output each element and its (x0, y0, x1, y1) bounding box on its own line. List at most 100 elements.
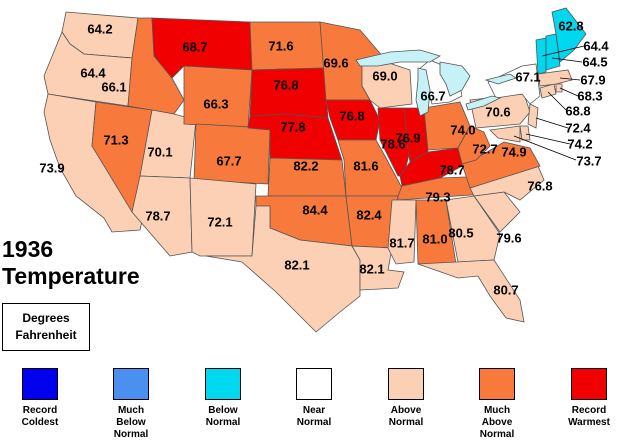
value-label-or: 64.4 (80, 65, 106, 80)
value-label-tn: 79.3 (425, 189, 450, 204)
legend-label-line: Normal (113, 429, 149, 440)
legend-swatch (205, 368, 241, 400)
legend-label: Much Above Normal (457, 405, 537, 441)
legend-item-below: Below Normal (183, 368, 263, 429)
legend-item-above: Above Normal (366, 368, 446, 429)
value-label-de: 74.2 (567, 136, 592, 151)
units-box: Degrees Fahrenheit (2, 303, 90, 351)
value-label-la: 82.1 (359, 261, 384, 276)
value-label-mt: 68.7 (182, 39, 207, 54)
legend-label-line: Normal (296, 417, 332, 428)
value-label-pa: 70.6 (485, 104, 510, 119)
value-label-fl: 80.7 (493, 282, 518, 297)
state-co (193, 123, 271, 185)
value-label-il: 78.6 (380, 136, 405, 151)
value-label-wy: 66.3 (203, 96, 228, 111)
leader-line-md (513, 135, 577, 161)
legend-label: Near Normal (274, 405, 354, 429)
value-label-vt: 64.4 (583, 38, 609, 53)
value-label-sd: 76.8 (273, 77, 298, 92)
state-ms (387, 199, 417, 265)
leader-line-nj (535, 117, 569, 129)
legend-label-line: Normal (479, 429, 515, 440)
state-az (131, 175, 193, 257)
value-labels: 64.2 64.4 73.9 66.1 71.3 70.1 78.7 68.7 66.3 67.7… (39, 18, 609, 297)
leader-line-ct (547, 91, 567, 111)
leader-line-nh (551, 57, 583, 63)
value-label-ar: 82.4 (356, 207, 382, 222)
value-label-id: 66.1 (101, 79, 126, 94)
state-tx (205, 205, 361, 333)
legend-swatch (571, 368, 607, 400)
legend-item-record-coldest: Record Coldest (0, 368, 80, 429)
value-label-nc: 76.8 (527, 178, 552, 193)
value-label-in: 76.9 (395, 130, 420, 145)
state-nj (527, 103, 539, 129)
value-label-va: 74.9 (501, 144, 526, 159)
value-label-ct: 68.8 (565, 103, 590, 118)
value-label-ma: 67.9 (580, 72, 605, 87)
legend-swatch (296, 368, 332, 400)
legend-swatch (113, 368, 149, 400)
value-label-ny: 67.1 (515, 69, 540, 84)
legend-item-much-above: Much Above Normal (457, 368, 537, 441)
leader-line-ri (559, 87, 579, 97)
lake-ontario (484, 73, 517, 85)
legend-label-line: Record (22, 405, 58, 416)
units-line1: Degrees (22, 311, 70, 325)
state-wv (457, 125, 491, 165)
legend-label-line: Above (390, 405, 422, 416)
state-sd (249, 67, 329, 119)
leader-line-vt (541, 45, 585, 57)
state-vt (535, 37, 547, 75)
title-year: 1936 (2, 236, 54, 262)
value-label-nm: 72.1 (207, 214, 232, 229)
legend-label-line: Coldest (21, 417, 59, 428)
value-label-md: 73.7 (576, 153, 601, 168)
units-line2: Fahrenheit (15, 328, 77, 342)
legend-item-much-below: Much Below Normal (91, 368, 171, 441)
state-de (519, 125, 531, 141)
legend-label: Above Normal (366, 405, 446, 429)
legend-item-record-warmest: Record Warmest (549, 368, 629, 429)
value-label-oh: 74.0 (450, 122, 475, 137)
value-label-ne: 77.8 (280, 119, 305, 134)
legend-label-line: Above (481, 417, 513, 428)
state-ct (539, 83, 557, 99)
legend-item-near: Near Normal (274, 368, 354, 429)
value-label-me: 62.8 (558, 18, 583, 33)
lake-superior (355, 49, 441, 67)
value-label-mo: 81.6 (353, 158, 378, 173)
legend-label-line: Much (117, 405, 145, 416)
legend-label-line: Record (571, 405, 607, 416)
state-ut (139, 109, 197, 179)
legend-label-line: Normal (388, 417, 424, 428)
value-label-ms: 81.7 (389, 235, 414, 250)
value-label-mi: 66.7 (420, 88, 445, 103)
legend-label: Below Normal (183, 405, 263, 429)
legend-label-line: Warmest (568, 417, 610, 428)
value-label-al: 81.0 (422, 231, 447, 246)
legend-label-line: Near (302, 405, 326, 416)
legend-label: Record Coldest (0, 405, 80, 429)
value-label-ky: 78.7 (439, 162, 464, 177)
value-label-ks: 82.2 (293, 158, 318, 173)
value-label-wi: 69.0 (372, 68, 397, 83)
map-title: 1936 Temperature (2, 236, 140, 290)
value-label-nj: 72.4 (565, 120, 591, 135)
leader-line-de (525, 133, 571, 145)
value-label-ri: 68.3 (577, 88, 602, 103)
state-me (551, 7, 587, 63)
legend-swatch (479, 368, 515, 400)
value-label-ok: 84.4 (302, 202, 328, 217)
value-label-ca: 73.9 (39, 160, 64, 175)
value-label-sc: 79.6 (496, 230, 521, 245)
legend-label-line: Below (208, 405, 238, 416)
value-label-nh: 64.5 (582, 54, 607, 69)
state-ga (445, 195, 501, 263)
leader-line-ma (559, 77, 581, 81)
lake-michigan (415, 67, 431, 117)
value-label-ga: 80.5 (448, 225, 473, 240)
legend-swatch (22, 368, 58, 400)
